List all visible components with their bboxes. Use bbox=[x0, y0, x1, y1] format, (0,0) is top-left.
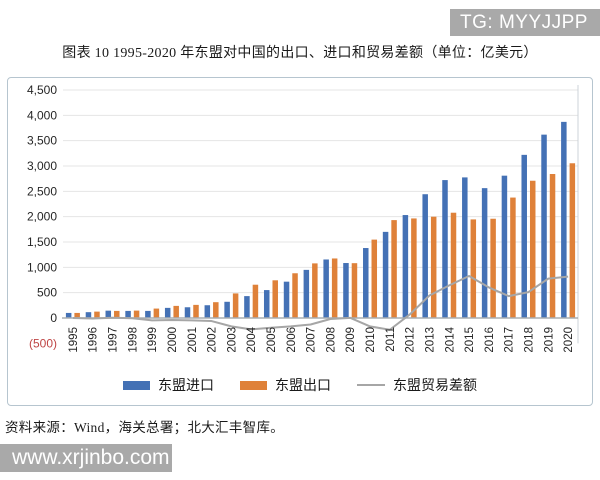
legend-item-exports: 东盟出口 bbox=[240, 375, 331, 395]
svg-text:1999: 1999 bbox=[147, 327, 159, 353]
y-axis-labels: 4,500 4,000 3,500 3,000 2,500 2,000 1,500 1,000… bbox=[27, 83, 57, 350]
svg-text:(500): (500) bbox=[29, 336, 57, 350]
svg-text:4,500: 4,500 bbox=[27, 83, 57, 97]
svg-text:2,000: 2,000 bbox=[27, 210, 57, 224]
svg-text:2004: 2004 bbox=[246, 326, 258, 352]
source-note: 资料来源：Wind，海关总署；北大汇丰智库。 bbox=[5, 420, 285, 435]
svg-text:3,000: 3,000 bbox=[27, 159, 57, 173]
svg-text:2001: 2001 bbox=[187, 327, 199, 353]
svg-text:3,500: 3,500 bbox=[27, 134, 57, 148]
legend-item-imports: 东盟进口 bbox=[123, 375, 214, 395]
svg-text:2007: 2007 bbox=[306, 327, 318, 353]
chart-title: 图表 10 1995-2020 年东盟对中国的出口、进口和贸易差额（单位：亿美元… bbox=[62, 46, 538, 61]
svg-text:2002: 2002 bbox=[207, 327, 219, 353]
svg-text:2010: 2010 bbox=[365, 327, 377, 353]
svg-text:500: 500 bbox=[37, 286, 57, 300]
svg-text:1995: 1995 bbox=[68, 327, 80, 353]
exports-swatch bbox=[240, 380, 267, 390]
svg-text:2013: 2013 bbox=[424, 327, 436, 353]
gridlines bbox=[63, 89, 578, 294]
svg-text:2,500: 2,500 bbox=[27, 184, 57, 198]
svg-text:1998: 1998 bbox=[127, 327, 139, 353]
svg-text:2019: 2019 bbox=[543, 327, 555, 353]
legend-balance-label: 东盟贸易差额 bbox=[393, 379, 477, 394]
svg-text:2009: 2009 bbox=[345, 327, 357, 353]
site-watermark: www.xrjinbo.com bbox=[0, 444, 172, 472]
svg-text:2000: 2000 bbox=[167, 327, 179, 353]
chart-legend: 东盟进口 东盟出口 东盟贸易差额 bbox=[0, 375, 600, 395]
svg-text:2003: 2003 bbox=[226, 327, 238, 353]
svg-text:2008: 2008 bbox=[325, 327, 337, 353]
balance-line-swatch bbox=[357, 383, 385, 387]
svg-text:2005: 2005 bbox=[266, 327, 278, 353]
legend-imports-label: 东盟进口 bbox=[158, 379, 214, 394]
svg-text:0: 0 bbox=[50, 311, 57, 325]
svg-text:2017: 2017 bbox=[504, 327, 516, 353]
balance-line bbox=[72, 274, 569, 331]
svg-text:1,500: 1,500 bbox=[27, 235, 57, 249]
exports-bars bbox=[74, 163, 576, 318]
svg-text:2018: 2018 bbox=[523, 327, 535, 353]
chart-frame bbox=[7, 77, 593, 406]
svg-text:1996: 1996 bbox=[88, 327, 100, 353]
legend-exports-label: 东盟出口 bbox=[275, 379, 331, 394]
svg-text:2020: 2020 bbox=[563, 327, 575, 353]
svg-text:1997: 1997 bbox=[108, 327, 120, 353]
svg-text:2015: 2015 bbox=[464, 327, 476, 353]
legend-item-balance: 东盟贸易差额 bbox=[357, 375, 477, 395]
imports-bars bbox=[65, 121, 567, 319]
svg-text:2014: 2014 bbox=[444, 326, 456, 352]
x-axis-labels: 1995 1996 1997 1998 1999 2000 2001 2002 2003 2004… bbox=[68, 326, 575, 352]
telegram-watermark: TG: MYYJJPP bbox=[450, 9, 600, 36]
imports-swatch bbox=[123, 380, 150, 390]
svg-text:4,000: 4,000 bbox=[27, 108, 57, 122]
svg-text:2011: 2011 bbox=[385, 327, 397, 352]
svg-text:1,000: 1,000 bbox=[27, 260, 57, 274]
svg-text:2012: 2012 bbox=[405, 327, 417, 353]
svg-text:2006: 2006 bbox=[286, 327, 298, 353]
svg-text:2016: 2016 bbox=[484, 327, 496, 353]
